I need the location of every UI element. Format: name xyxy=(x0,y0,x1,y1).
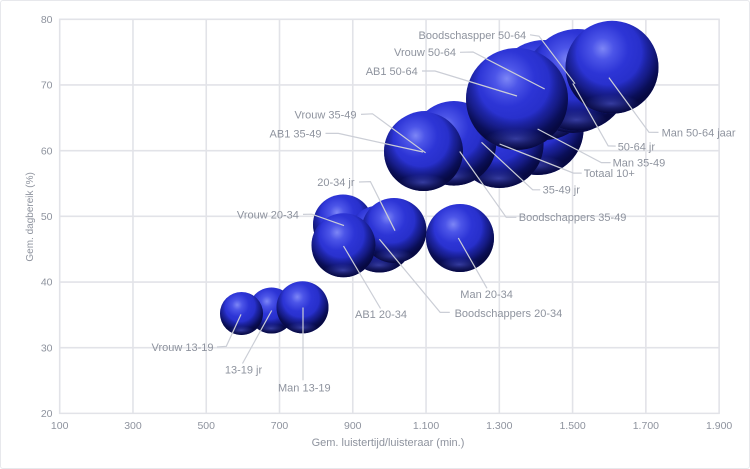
svg-text:13-19 jr: 13-19 jr xyxy=(225,364,263,376)
svg-text:Vrouw 20-34: Vrouw 20-34 xyxy=(237,209,299,221)
svg-text:Vrouw 35-49: Vrouw 35-49 xyxy=(295,109,357,121)
svg-text:AB1 35-49: AB1 35-49 xyxy=(270,128,322,140)
svg-text:80: 80 xyxy=(41,14,53,26)
svg-text:Man 35-49: Man 35-49 xyxy=(613,158,666,170)
svg-text:1.100: 1.100 xyxy=(413,420,439,432)
svg-text:1.900: 1.900 xyxy=(706,420,732,432)
svg-text:70: 70 xyxy=(41,80,53,92)
svg-text:900: 900 xyxy=(344,420,362,432)
svg-text:700: 700 xyxy=(271,420,289,432)
svg-text:Vrouw 50-64: Vrouw 50-64 xyxy=(394,47,456,59)
svg-text:100: 100 xyxy=(51,420,69,432)
svg-text:AB1 50-64: AB1 50-64 xyxy=(366,66,418,78)
svg-text:Boodschaspper 50-64: Boodschaspper 50-64 xyxy=(419,30,527,42)
svg-text:50-64 jr: 50-64 jr xyxy=(618,141,656,153)
svg-text:500: 500 xyxy=(197,420,215,432)
svg-text:30: 30 xyxy=(41,342,53,354)
svg-text:35-49 jr: 35-49 jr xyxy=(543,185,581,197)
svg-text:Gem. dagbereik (%): Gem. dagbereik (%) xyxy=(25,172,36,261)
svg-text:AB1 20-34: AB1 20-34 xyxy=(355,309,407,321)
svg-text:1.300: 1.300 xyxy=(486,420,512,432)
svg-text:Vrouw 13-19: Vrouw 13-19 xyxy=(152,342,214,354)
svg-text:Boodschappers 20-34: Boodschappers 20-34 xyxy=(455,308,563,320)
svg-text:1.500: 1.500 xyxy=(559,420,585,432)
svg-text:20-34 jr: 20-34 jr xyxy=(317,177,355,189)
svg-text:60: 60 xyxy=(41,145,53,157)
svg-text:20: 20 xyxy=(41,408,53,420)
svg-text:50: 50 xyxy=(41,211,53,223)
svg-text:Man 20-34: Man 20-34 xyxy=(460,289,513,301)
svg-text:40: 40 xyxy=(41,277,53,289)
svg-text:300: 300 xyxy=(124,420,142,432)
svg-text:Gem. luistertijd/luisteraar (m: Gem. luistertijd/luisteraar (min.) xyxy=(312,437,465,449)
svg-text:Man 13-19: Man 13-19 xyxy=(278,382,331,394)
svg-text:Man 50-64 jaar: Man 50-64 jaar xyxy=(662,127,736,139)
svg-text:1.700: 1.700 xyxy=(633,420,659,432)
svg-text:Boodschappers 35-49: Boodschappers 35-49 xyxy=(519,212,627,224)
svg-text:Totaal 10+: Totaal 10+ xyxy=(584,168,635,180)
